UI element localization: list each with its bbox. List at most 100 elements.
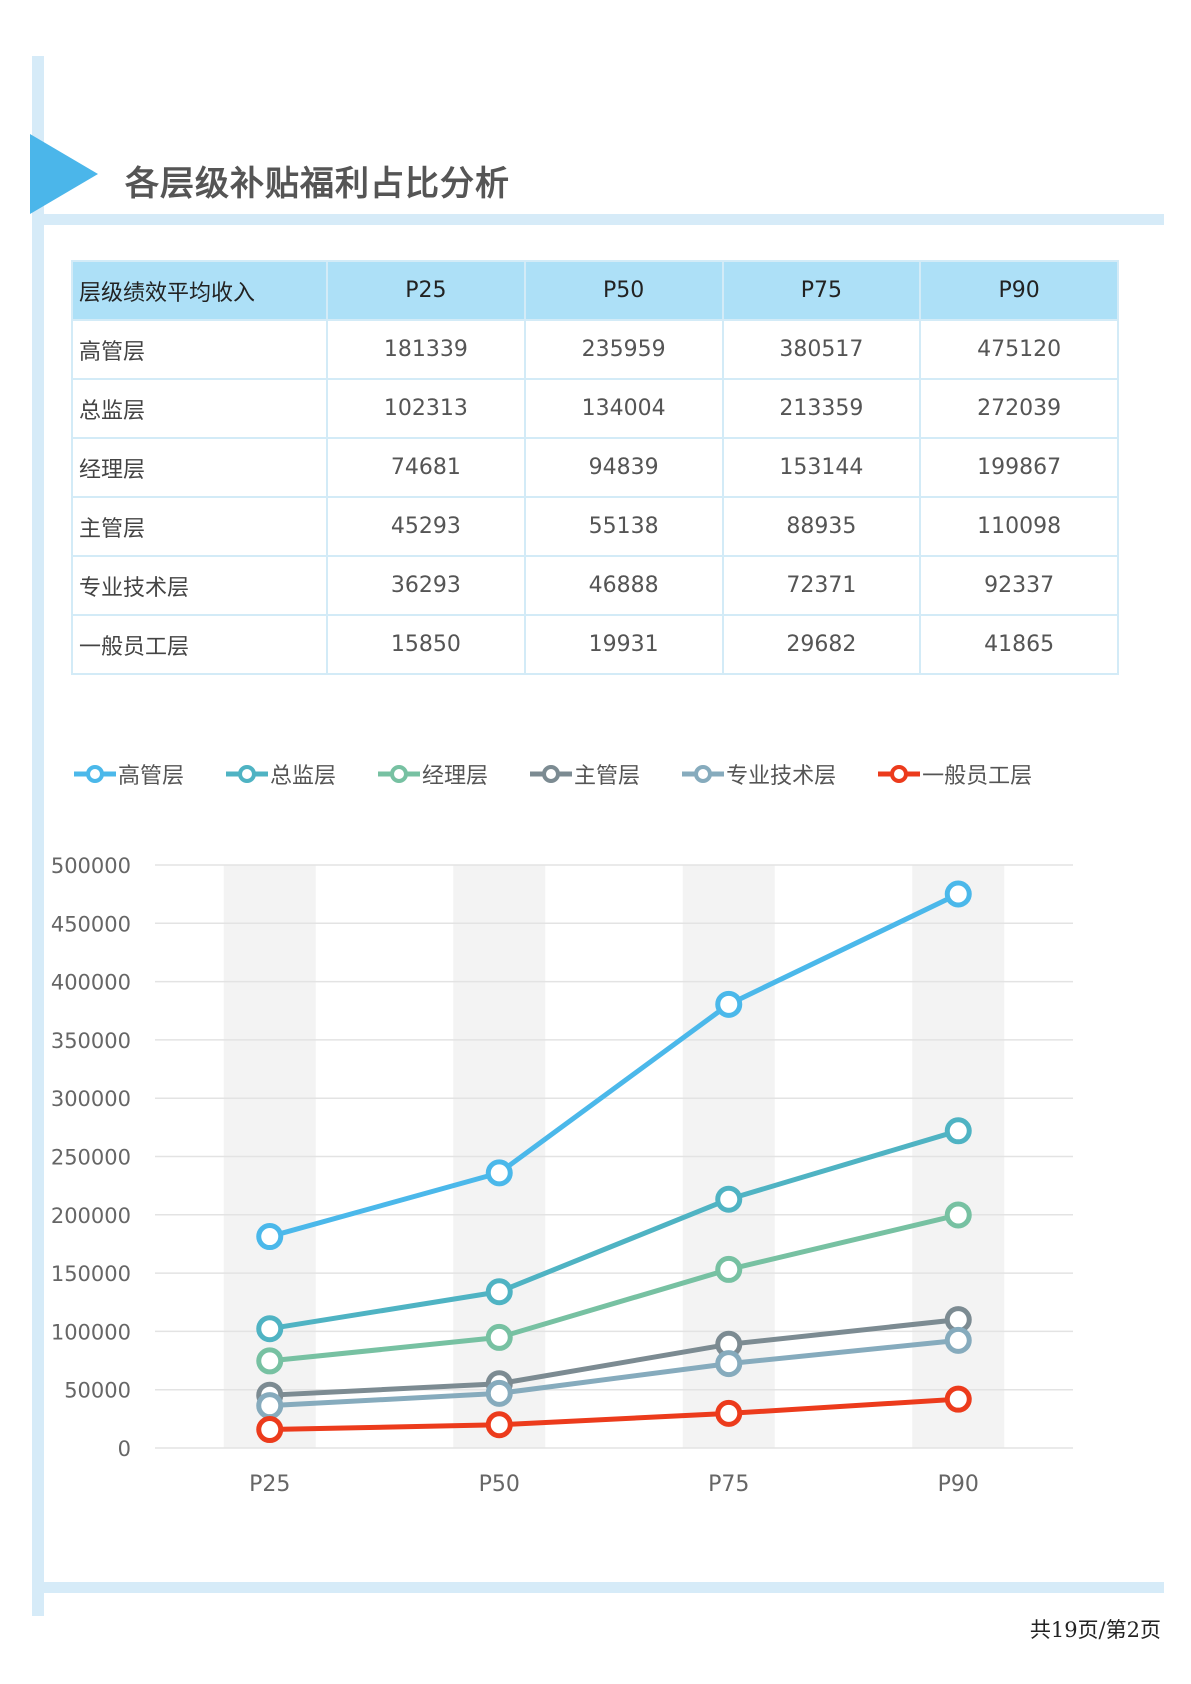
- data-point: [944, 1326, 972, 1354]
- data-point: [485, 1411, 513, 1439]
- legend-item: 高管层: [72, 758, 184, 790]
- table-row: 主管层 45293 55138 88935 110098: [71, 496, 1119, 557]
- y-tick-label: 400000: [51, 971, 131, 995]
- data-point: [485, 1278, 513, 1306]
- data-point: [256, 1392, 284, 1420]
- value-cell: 92337: [919, 555, 1119, 616]
- value-cell: 88935: [721, 496, 922, 557]
- x-tick-label: P25: [249, 1472, 290, 1497]
- row-label-cell: 经理层: [71, 437, 328, 498]
- row-label-cell: 主管层: [71, 496, 328, 557]
- value-cell: 41865: [919, 614, 1119, 675]
- data-point: [715, 1185, 743, 1213]
- value-cell: 45293: [326, 496, 526, 557]
- table-header-cell: P50: [523, 260, 724, 321]
- footer-divider: [32, 1582, 1164, 1593]
- data-point: [715, 990, 743, 1018]
- value-cell: 19931: [523, 614, 724, 675]
- y-tick-label: 500000: [51, 854, 131, 878]
- row-label-cell: 专业技术层: [71, 555, 328, 616]
- y-tick-label: 300000: [51, 1087, 131, 1111]
- table-row: 一般员工层 15850 19931 29682 41865: [71, 614, 1119, 675]
- legend-label: 高管层: [118, 764, 185, 789]
- value-cell: 29682: [721, 614, 922, 675]
- series-line: [269, 1128, 959, 1332]
- legend-item: 一般员工层: [876, 758, 1032, 790]
- legend-marker-icon: [530, 765, 573, 783]
- x-tick-label: P50: [479, 1472, 520, 1497]
- value-cell: 46888: [523, 555, 724, 616]
- series-line: [269, 1337, 959, 1409]
- value-cell: 235959: [523, 319, 724, 380]
- legend-label: 总监层: [270, 764, 337, 789]
- data-point: [485, 1323, 513, 1351]
- legend-item: 主管层: [528, 758, 640, 790]
- y-tick-label: 450000: [51, 912, 131, 936]
- page-number: 共19页/第2页: [1029, 1618, 1161, 1642]
- legend-label: 专业技术层: [726, 764, 837, 789]
- table-row: 高管层 181339 235959 380517 475120: [71, 319, 1119, 380]
- x-tick-label: P90: [938, 1472, 979, 1497]
- legend-label: 一般员工层: [922, 764, 1033, 789]
- data-point: [944, 1201, 972, 1229]
- value-cell: 181339: [326, 319, 526, 380]
- legend-item: 经理层: [376, 758, 488, 790]
- income-table: 层级绩效平均收入 P25 P50 P75 P90 高管层 181339 235959…: [71, 260, 1119, 675]
- legend-item: 专业技术层: [680, 758, 836, 790]
- left-accent-bar: [32, 56, 44, 1616]
- series-line: [269, 1212, 959, 1364]
- legend-marker-icon: [226, 765, 269, 783]
- value-cell: 36293: [326, 555, 526, 616]
- value-cell: 153144: [721, 437, 922, 498]
- table-body: 高管层 181339 235959 380517 475120 总监层 102313 1340…: [71, 319, 1119, 675]
- legend-item: 总监层: [224, 758, 336, 790]
- series-line: [269, 1396, 959, 1433]
- header-triangle-icon: [30, 134, 98, 214]
- table-header-cell: P90: [919, 260, 1119, 321]
- header-divider: [32, 214, 1164, 225]
- data-point: [944, 1117, 972, 1145]
- value-cell: 272039: [919, 378, 1119, 439]
- legend-marker-icon: [682, 765, 725, 783]
- line-chart: 0 50000 100000 150000 200000 250000 300000 3500…: [51, 854, 1073, 1497]
- data-point: [256, 1315, 284, 1343]
- row-label-cell: 总监层: [71, 378, 328, 439]
- value-cell: 74681: [326, 437, 526, 498]
- data-point: [485, 1379, 513, 1407]
- data-point: [256, 1223, 284, 1251]
- table-row: 经理层 74681 94839 153144 199867: [71, 437, 1119, 498]
- data-point: [715, 1350, 743, 1378]
- table-header-cell: 层级绩效平均收入: [71, 260, 328, 321]
- y-tick-label: 50000: [64, 1379, 131, 1403]
- value-cell: 199867: [919, 437, 1119, 498]
- page-title: 各层级补贴福利占比分析: [125, 164, 510, 204]
- value-cell: 110098: [919, 496, 1119, 557]
- legend-label: 主管层: [574, 764, 641, 789]
- table-header-cell: P75: [721, 260, 922, 321]
- data-point: [944, 1385, 972, 1413]
- value-cell: 213359: [721, 378, 922, 439]
- y-tick-label: 250000: [51, 1146, 131, 1170]
- value-cell: 15850: [326, 614, 526, 675]
- data-point: [944, 880, 972, 908]
- table-header-cell: P25: [326, 260, 526, 321]
- value-cell: 72371: [721, 555, 922, 616]
- y-tick-label: 150000: [51, 1262, 131, 1286]
- legend-label: 经理层: [422, 764, 489, 789]
- row-label-cell: 一般员工层: [71, 614, 328, 675]
- value-cell: 55138: [523, 496, 724, 557]
- table-header-row: 层级绩效平均收入 P25 P50 P75 P90: [71, 260, 1119, 321]
- value-cell: 475120: [919, 319, 1119, 380]
- data-point: [256, 1347, 284, 1375]
- x-tick-label: P75: [708, 1472, 749, 1497]
- y-tick-label: 100000: [51, 1320, 131, 1344]
- y-tick-label: 200000: [51, 1204, 131, 1228]
- value-cell: 134004: [523, 378, 724, 439]
- value-cell: 94839: [523, 437, 724, 498]
- chart-legend: 高管层 总监层 经理层 主管层 专业技术层 一般员工层: [72, 758, 1072, 790]
- data-point: [485, 1159, 513, 1187]
- table-row: 总监层 102313 134004 213359 272039: [71, 378, 1119, 439]
- y-tick-label: 0: [118, 1437, 131, 1461]
- row-label-cell: 高管层: [71, 319, 328, 380]
- table-row: 专业技术层 36293 46888 72371 92337: [71, 555, 1119, 616]
